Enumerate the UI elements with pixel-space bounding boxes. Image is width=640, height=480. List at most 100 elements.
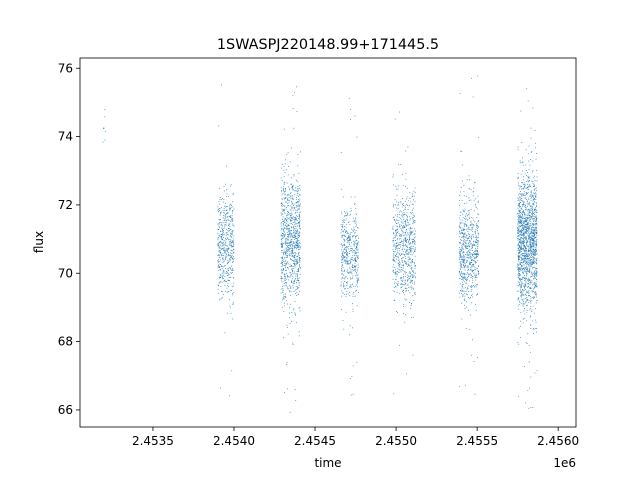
data-point <box>521 292 523 294</box>
data-point <box>340 285 342 287</box>
data-point <box>285 251 286 253</box>
data-point <box>526 270 528 272</box>
data-point <box>465 245 467 247</box>
data-point <box>535 224 536 226</box>
data-point <box>469 236 471 238</box>
data-point <box>527 390 529 392</box>
data-point <box>525 238 527 240</box>
data-point <box>402 213 403 215</box>
data-point <box>354 202 356 204</box>
data-point <box>467 214 469 216</box>
data-point <box>218 259 219 260</box>
data-point <box>283 337 285 339</box>
data-point <box>519 263 521 264</box>
data-point <box>231 257 233 259</box>
data-point <box>534 257 535 259</box>
data-point <box>227 252 229 253</box>
data-point <box>219 203 221 205</box>
data-point <box>219 235 221 237</box>
data-point <box>297 288 299 290</box>
data-point <box>352 259 353 261</box>
data-point <box>397 262 399 264</box>
data-point <box>409 281 411 283</box>
data-point <box>519 185 521 187</box>
data-point <box>295 230 297 232</box>
data-point <box>291 252 293 253</box>
data-point <box>527 217 529 219</box>
data-point <box>224 215 226 217</box>
data-point <box>530 200 532 202</box>
data-point <box>414 294 416 295</box>
data-point <box>531 229 533 231</box>
data-point <box>297 154 299 155</box>
data-point <box>527 251 529 253</box>
data-point <box>227 268 229 270</box>
data-point <box>412 216 414 218</box>
data-point <box>295 209 297 211</box>
data-point <box>525 236 527 238</box>
data-point <box>525 192 527 193</box>
data-point <box>460 255 462 257</box>
data-point <box>227 312 229 314</box>
data-point <box>346 254 347 255</box>
data-point <box>413 252 414 254</box>
x-axis: 2.4535 2.4540 2.4545 2.4550 2.4555 2.4560 <box>132 427 579 448</box>
data-point <box>517 149 519 151</box>
data-point <box>393 256 395 258</box>
data-point <box>280 268 282 270</box>
data-point <box>297 263 298 264</box>
data-point <box>531 180 533 182</box>
data-point <box>532 232 534 234</box>
data-point <box>403 239 405 241</box>
data-point <box>409 247 411 249</box>
data-point <box>521 235 523 236</box>
data-point <box>350 248 352 249</box>
data-point <box>411 260 413 262</box>
data-point <box>357 255 359 257</box>
data-point <box>291 264 292 266</box>
data-point <box>472 224 474 226</box>
data-point <box>519 239 521 241</box>
data-point <box>520 243 522 245</box>
data-point <box>517 172 519 174</box>
data-point <box>532 244 534 246</box>
data-point <box>352 257 354 259</box>
data-point <box>400 280 402 281</box>
data-point <box>523 218 525 219</box>
data-point <box>402 251 404 252</box>
data-point <box>296 244 297 246</box>
data-point <box>281 208 283 210</box>
data-point <box>531 197 533 199</box>
data-point <box>475 247 476 249</box>
data-point <box>528 229 530 230</box>
data-point <box>346 251 347 253</box>
data-point <box>289 317 290 319</box>
data-point <box>284 267 286 268</box>
data-point <box>282 258 284 260</box>
data-point <box>518 230 519 232</box>
data-point <box>467 237 469 239</box>
data-point <box>461 261 463 263</box>
data-point <box>292 207 294 209</box>
data-point <box>355 261 356 262</box>
data-point <box>533 239 535 241</box>
data-point <box>298 248 299 250</box>
data-point <box>465 286 467 288</box>
data-point <box>227 284 228 286</box>
data-point <box>393 266 395 268</box>
data-point <box>299 189 301 191</box>
data-point <box>535 209 537 211</box>
data-point <box>525 247 526 249</box>
data-point <box>524 231 526 233</box>
data-point <box>519 214 520 216</box>
data-point <box>342 246 343 248</box>
data-point <box>533 329 535 331</box>
data-point <box>344 228 345 230</box>
data-point <box>527 183 528 185</box>
data-point <box>221 268 223 269</box>
data-point <box>220 199 222 201</box>
data-point <box>533 221 535 222</box>
data-point <box>474 233 476 235</box>
data-point <box>532 291 534 292</box>
data-point <box>221 248 222 250</box>
